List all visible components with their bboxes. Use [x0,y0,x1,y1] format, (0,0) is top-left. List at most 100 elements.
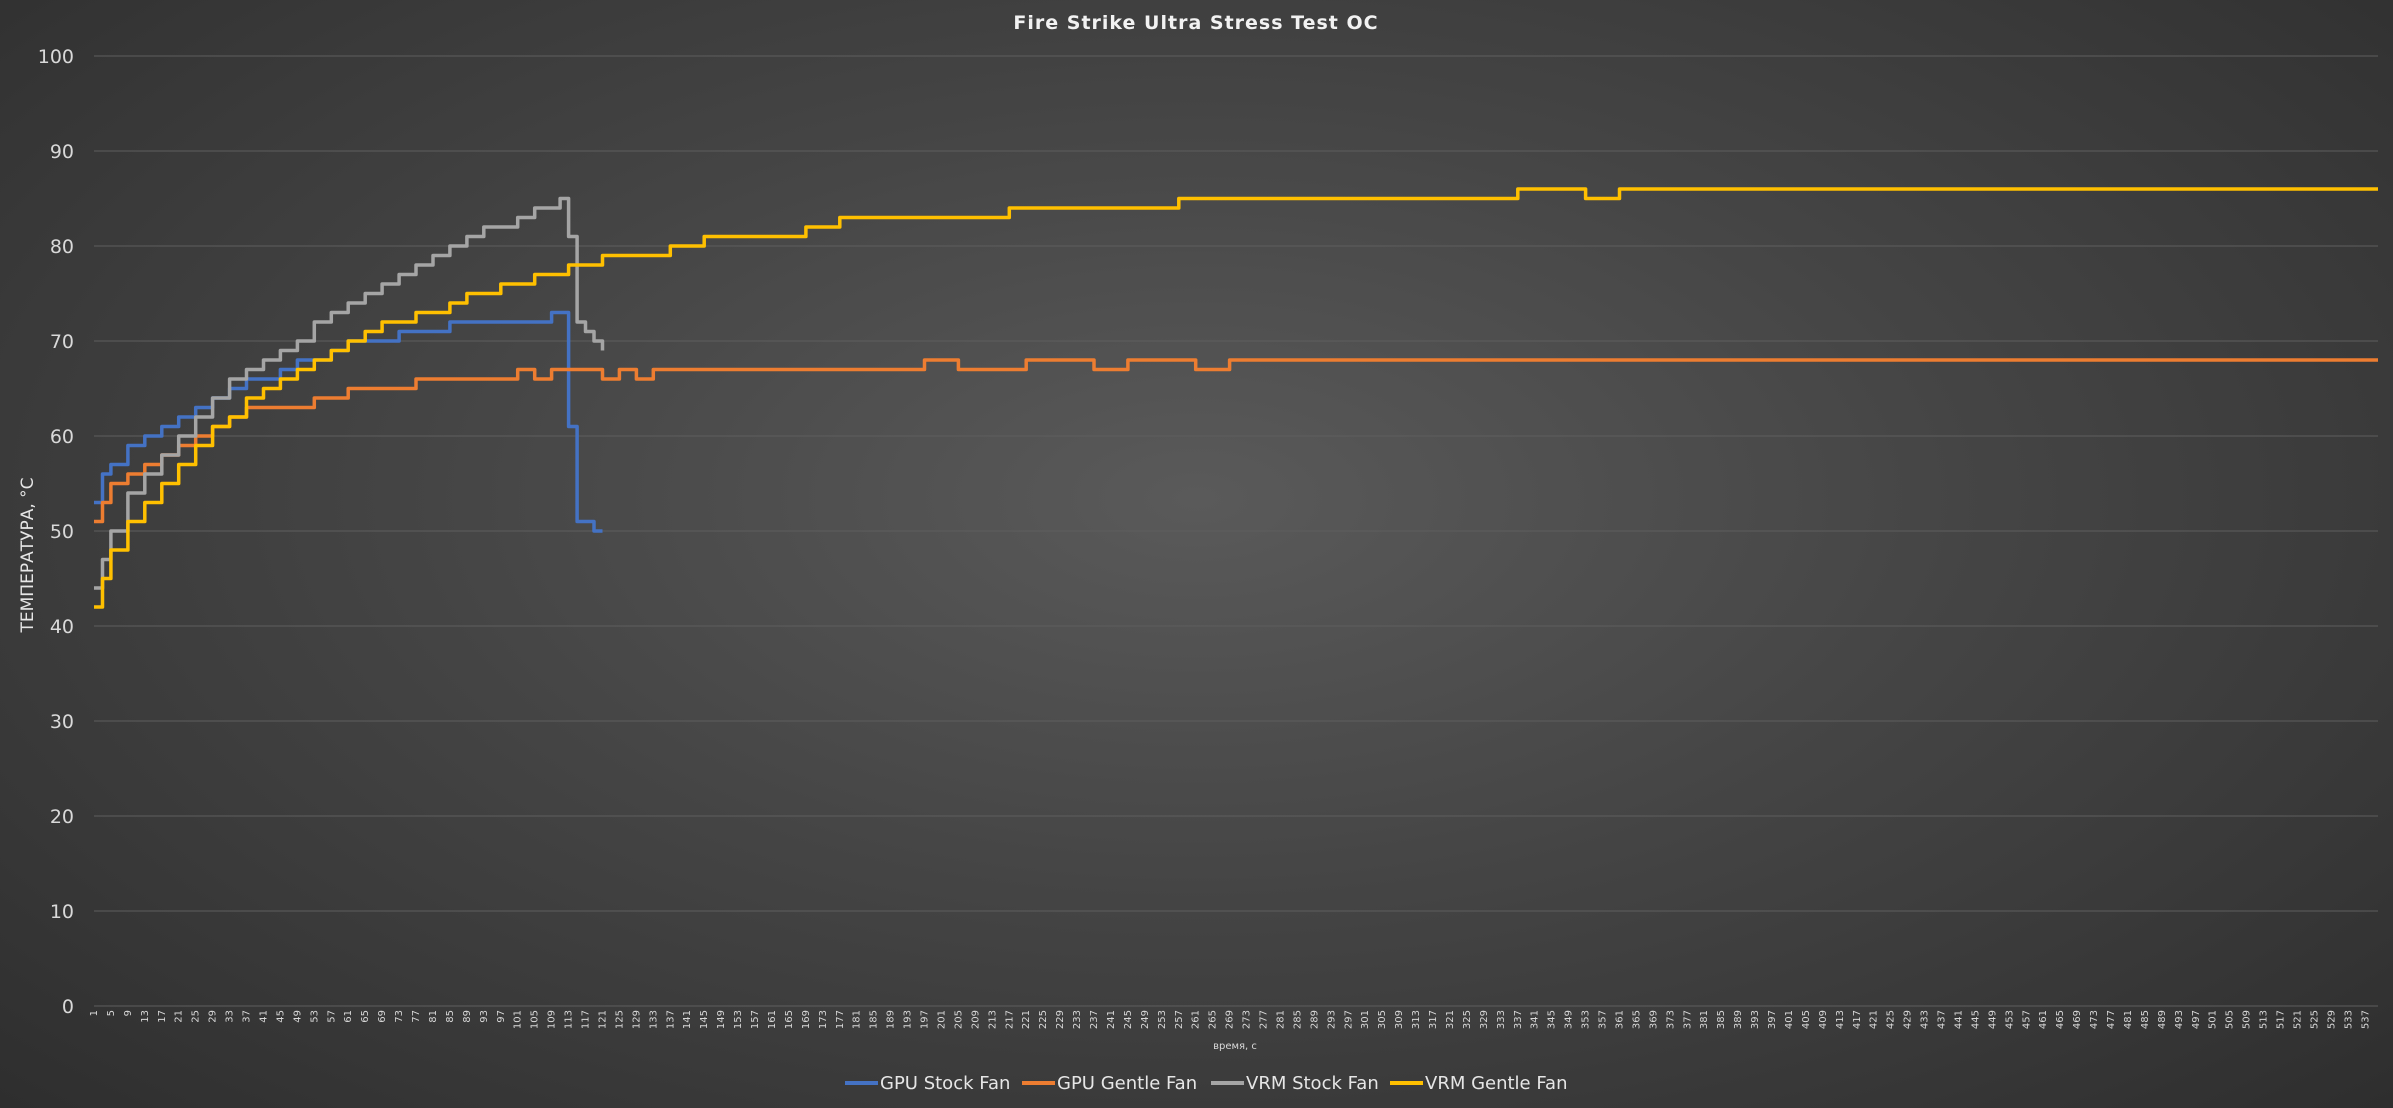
x-tick-label: 225 [1038,1010,1049,1029]
y-tick-label: 30 [50,711,74,733]
x-tick-label: 209 [970,1010,981,1029]
x-tick-label: 257 [1174,1010,1185,1029]
x-tick-label: 161 [767,1010,778,1029]
x-tick-label: 1 [89,1010,100,1016]
x-tick-label: 377 [1682,1010,1693,1029]
x-tick-label: 353 [1581,1010,1592,1029]
y-tick-label: 60 [50,426,74,448]
x-tick-label: 369 [1648,1010,1659,1029]
x-tick-label: 233 [1072,1010,1083,1029]
x-tick-label: 241 [1106,1010,1117,1029]
x-tick-label: 57 [326,1010,337,1023]
x-tick-label: 365 [1631,1010,1642,1029]
x-tick-label: 521 [2292,1010,2303,1029]
x-tick-label: 53 [309,1010,320,1023]
x-tick-label: 325 [1462,1010,1473,1029]
x-tick-label: 197 [920,1010,931,1029]
x-tick-label: 513 [2259,1010,2270,1029]
x-tick-label: 341 [1530,1010,1541,1029]
x-tick-label: 409 [1818,1010,1829,1029]
x-tick-label: 213 [987,1010,998,1029]
y-tick-label: 100 [38,46,74,68]
x-tick-label: 9 [123,1010,134,1016]
x-tick-label: 381 [1699,1010,1710,1029]
x-tick-label: 37 [242,1010,253,1023]
x-tick-label: 309 [1394,1010,1405,1029]
x-tick-label: 281 [1275,1010,1286,1029]
x-tick-label: 217 [1004,1010,1015,1029]
x-tick-label: 397 [1767,1010,1778,1029]
x-tick-label: 509 [2242,1010,2253,1029]
series-line-1 [94,358,2378,524]
x-tick-label: 461 [2038,1010,2049,1029]
x-tick-label: 533 [2343,1010,2354,1029]
x-tick-label: 193 [903,1010,914,1029]
x-tick-label: 293 [1326,1010,1337,1029]
legend-label: GPU Stock Fan [880,1073,1010,1094]
x-tick-label: 109 [547,1010,558,1029]
x-tick-label: 137 [665,1010,676,1029]
x-tick-label: 421 [1869,1010,1880,1029]
x-tick-label: 265 [1208,1010,1219,1029]
series-line-2 [94,196,605,590]
x-tick-label: 237 [1089,1010,1100,1029]
x-tick-label: 157 [750,1010,761,1029]
x-tick-label: 433 [1920,1010,1931,1029]
x-tick-label: 61 [343,1010,354,1023]
x-tick-label: 117 [581,1010,592,1029]
x-tick-label: 21 [174,1010,185,1023]
x-tick-label: 145 [699,1010,710,1029]
x-tick-label: 453 [2004,1010,2015,1029]
x-tick-label: 497 [2191,1010,2202,1029]
x-tick-label: 65 [360,1010,371,1023]
x-tick-label: 5 [106,1010,117,1016]
x-tick-label: 173 [818,1010,829,1029]
y-tick-label: 90 [50,141,74,163]
x-tick-label: 489 [2157,1010,2168,1029]
x-tick-label: 69 [377,1010,388,1023]
x-tick-label: 389 [1733,1010,1744,1029]
x-tick-label: 177 [835,1010,846,1029]
x-tick-label: 345 [1547,1010,1558,1029]
x-tick-label: 517 [2276,1010,2287,1029]
x-tick-label: 401 [1784,1010,1795,1029]
x-tick-label: 493 [2174,1010,2185,1029]
legend-label: VRM Gentle Fan [1425,1073,1568,1094]
x-tick-label: 101 [513,1010,524,1029]
x-tick-label: 313 [1411,1010,1422,1029]
x-tick-label: 33 [225,1010,236,1023]
y-tick-label: 20 [50,806,74,828]
x-tick-label: 317 [1428,1010,1439,1029]
x-tick-label: 457 [2021,1010,2032,1029]
x-tick-label: 17 [157,1010,168,1023]
x-tick-label: 437 [1937,1010,1948,1029]
x-tick-label: 221 [1021,1010,1032,1029]
x-tick-label: 29 [208,1010,219,1023]
x-tick-label: 249 [1140,1010,1151,1029]
x-tick-label: 133 [648,1010,659,1029]
x-tick-label: 181 [852,1010,863,1029]
legend-label: VRM Stock Fan [1246,1073,1379,1094]
x-tick-label: 481 [2123,1010,2134,1029]
x-tick-label: 77 [411,1010,422,1023]
legend-item: GPU Gentle Fan [1022,1073,1197,1094]
x-tick-label: 373 [1665,1010,1676,1029]
x-tick-label: 89 [462,1010,473,1023]
x-tick-label: 245 [1123,1010,1134,1029]
x-tick-label: 189 [886,1010,897,1029]
x-tick-label: 473 [2089,1010,2100,1029]
x-tick-label: 229 [1055,1010,1066,1029]
x-tick-label: 321 [1445,1010,1456,1029]
x-tick-label: 465 [2055,1010,2066,1029]
x-tick-label: 393 [1750,1010,1761,1029]
legend-item: VRM Stock Fan [1211,1073,1379,1094]
x-tick-label: 125 [614,1010,625,1029]
y-tick-label: 0 [62,996,74,1018]
legend-label: GPU Gentle Fan [1057,1073,1197,1094]
x-tick-label: 261 [1191,1010,1202,1029]
x-tick-label: 141 [682,1010,693,1029]
x-tick-label: 337 [1513,1010,1524,1029]
x-tick-label: 253 [1157,1010,1168,1029]
x-tick-label: 361 [1614,1010,1625,1029]
x-tick-label: 97 [496,1010,507,1023]
